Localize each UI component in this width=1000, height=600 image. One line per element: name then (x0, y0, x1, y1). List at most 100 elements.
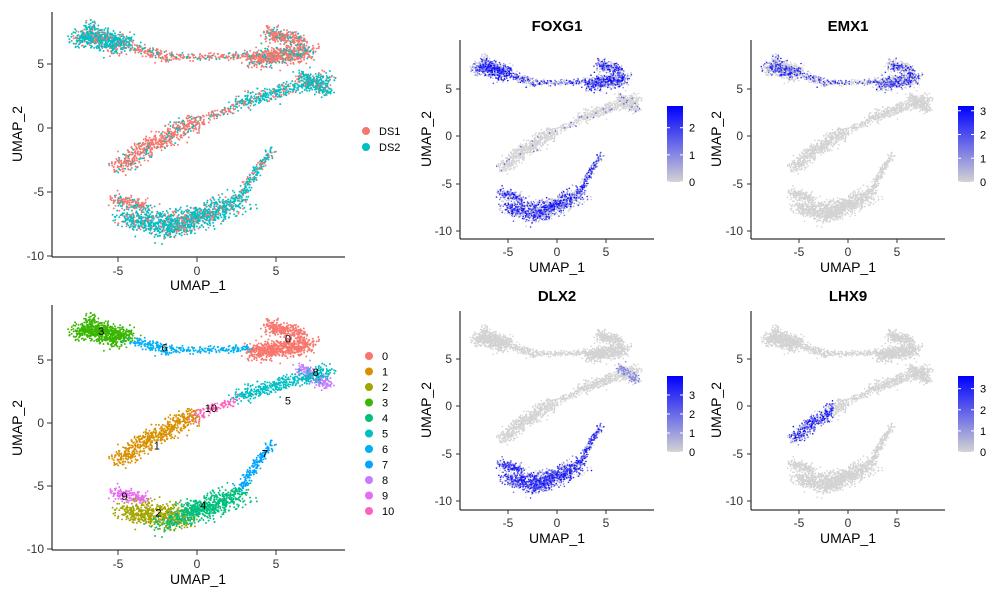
data-point (266, 51, 268, 53)
data-point (277, 56, 279, 58)
data-point (129, 31, 131, 33)
data-point (283, 54, 285, 56)
data-point (306, 41, 308, 43)
data-point (280, 34, 282, 36)
data-point (134, 44, 136, 46)
data-point (295, 36, 297, 38)
data-point (300, 58, 302, 60)
data-point (285, 46, 287, 48)
data-point (251, 66, 253, 68)
data-point (269, 31, 271, 33)
data-point (298, 39, 300, 41)
data-point (275, 55, 277, 57)
data-point (126, 35, 128, 37)
data-point (298, 44, 300, 46)
data-point (278, 52, 280, 54)
data-point (269, 39, 271, 41)
data-point (271, 28, 273, 30)
data-point (285, 37, 287, 39)
data-point (283, 48, 285, 50)
data-point (292, 32, 294, 34)
data-point (271, 62, 273, 64)
data-point (279, 49, 281, 51)
data-point (75, 30, 77, 32)
data-point (268, 29, 270, 31)
data-point (283, 29, 285, 31)
data-point (295, 33, 297, 35)
data-point (312, 45, 314, 47)
data-point (290, 50, 292, 52)
data-point (300, 35, 302, 37)
data-point (295, 44, 297, 46)
data-point (274, 38, 276, 40)
data-point (266, 48, 268, 50)
data-point (78, 37, 80, 39)
data-point (293, 50, 295, 52)
data-point (273, 51, 275, 53)
data-point (297, 49, 299, 51)
data-point (264, 48, 266, 50)
data-point (303, 54, 305, 56)
data-point (277, 24, 279, 26)
data-point (253, 63, 255, 65)
data-point (310, 50, 312, 52)
data-point (295, 55, 297, 57)
data-point (253, 61, 255, 63)
data-point (132, 47, 134, 49)
data-point (266, 30, 268, 32)
data-point (286, 34, 288, 36)
data-point (71, 40, 73, 42)
data-point (259, 62, 261, 64)
data-point (122, 33, 124, 35)
data-point (84, 33, 86, 35)
data-point (248, 67, 250, 69)
data-point (280, 31, 282, 33)
data-point (292, 36, 294, 38)
data-point (306, 53, 308, 55)
data-point (271, 47, 273, 49)
data-point (273, 48, 275, 50)
data-point (275, 36, 277, 38)
data-point (258, 49, 260, 51)
data-point (303, 59, 305, 61)
data-point (291, 59, 293, 61)
data-point (263, 31, 265, 33)
data-point (282, 59, 284, 61)
data-point (263, 66, 265, 68)
data-point (271, 52, 273, 54)
data-point (274, 34, 276, 36)
data-point (244, 50, 246, 52)
data-point (124, 39, 126, 41)
data-point (284, 34, 286, 36)
data-point (286, 40, 288, 42)
data-point (285, 59, 287, 61)
data-point (298, 37, 300, 39)
data-point (313, 59, 315, 61)
data-point (281, 55, 283, 57)
data-point (287, 31, 289, 33)
data-point (267, 32, 269, 34)
data-point (73, 31, 75, 33)
data-point (287, 64, 289, 66)
data-point (264, 66, 266, 68)
data-point (290, 45, 292, 47)
data-point (271, 67, 273, 69)
data-point (251, 61, 253, 63)
data-point (119, 36, 121, 38)
data-point (311, 56, 313, 58)
data-point (78, 31, 80, 33)
data-point (312, 53, 314, 55)
data-point (258, 57, 260, 59)
data-point (284, 62, 286, 64)
data-point (117, 34, 119, 36)
data-point (269, 56, 271, 58)
data-point (125, 47, 127, 49)
data-point (82, 41, 84, 43)
data-point (315, 51, 317, 53)
data-point (299, 61, 301, 63)
data-point (282, 36, 284, 38)
data-point (93, 47, 95, 49)
data-point (75, 46, 77, 48)
data-point (289, 36, 291, 38)
data-point (316, 47, 318, 49)
